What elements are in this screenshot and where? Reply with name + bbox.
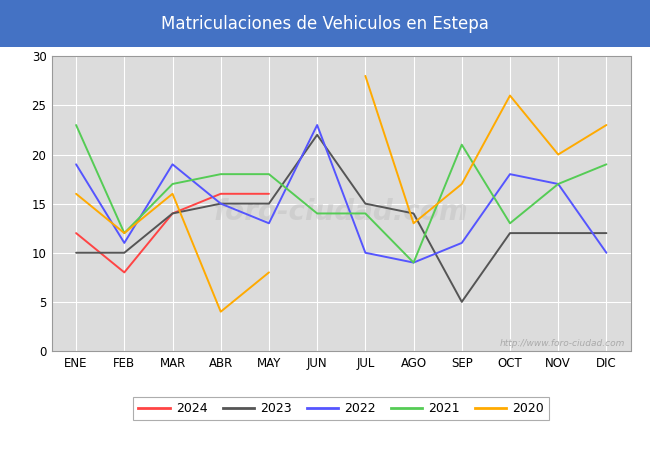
Text: foro-ciudad.com: foro-ciudad.com xyxy=(214,198,469,226)
Text: Matriculaciones de Vehiculos en Estepa: Matriculaciones de Vehiculos en Estepa xyxy=(161,14,489,33)
Text: http://www.foro-ciudad.com: http://www.foro-ciudad.com xyxy=(499,339,625,348)
Legend: 2024, 2023, 2022, 2021, 2020: 2024, 2023, 2022, 2021, 2020 xyxy=(133,397,549,420)
